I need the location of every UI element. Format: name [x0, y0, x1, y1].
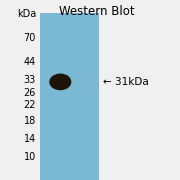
Text: 10: 10 — [24, 152, 36, 162]
Ellipse shape — [50, 74, 71, 90]
Text: 26: 26 — [24, 88, 36, 98]
FancyBboxPatch shape — [40, 13, 99, 180]
Text: 22: 22 — [24, 100, 36, 110]
Text: ← 31kDa: ← 31kDa — [103, 77, 148, 87]
Text: 44: 44 — [24, 57, 36, 67]
Text: 14: 14 — [24, 134, 36, 145]
Text: 18: 18 — [24, 116, 36, 126]
Text: 33: 33 — [24, 75, 36, 85]
Text: 70: 70 — [24, 33, 36, 43]
Text: Western Blot: Western Blot — [59, 5, 135, 18]
Text: kDa: kDa — [17, 9, 36, 19]
